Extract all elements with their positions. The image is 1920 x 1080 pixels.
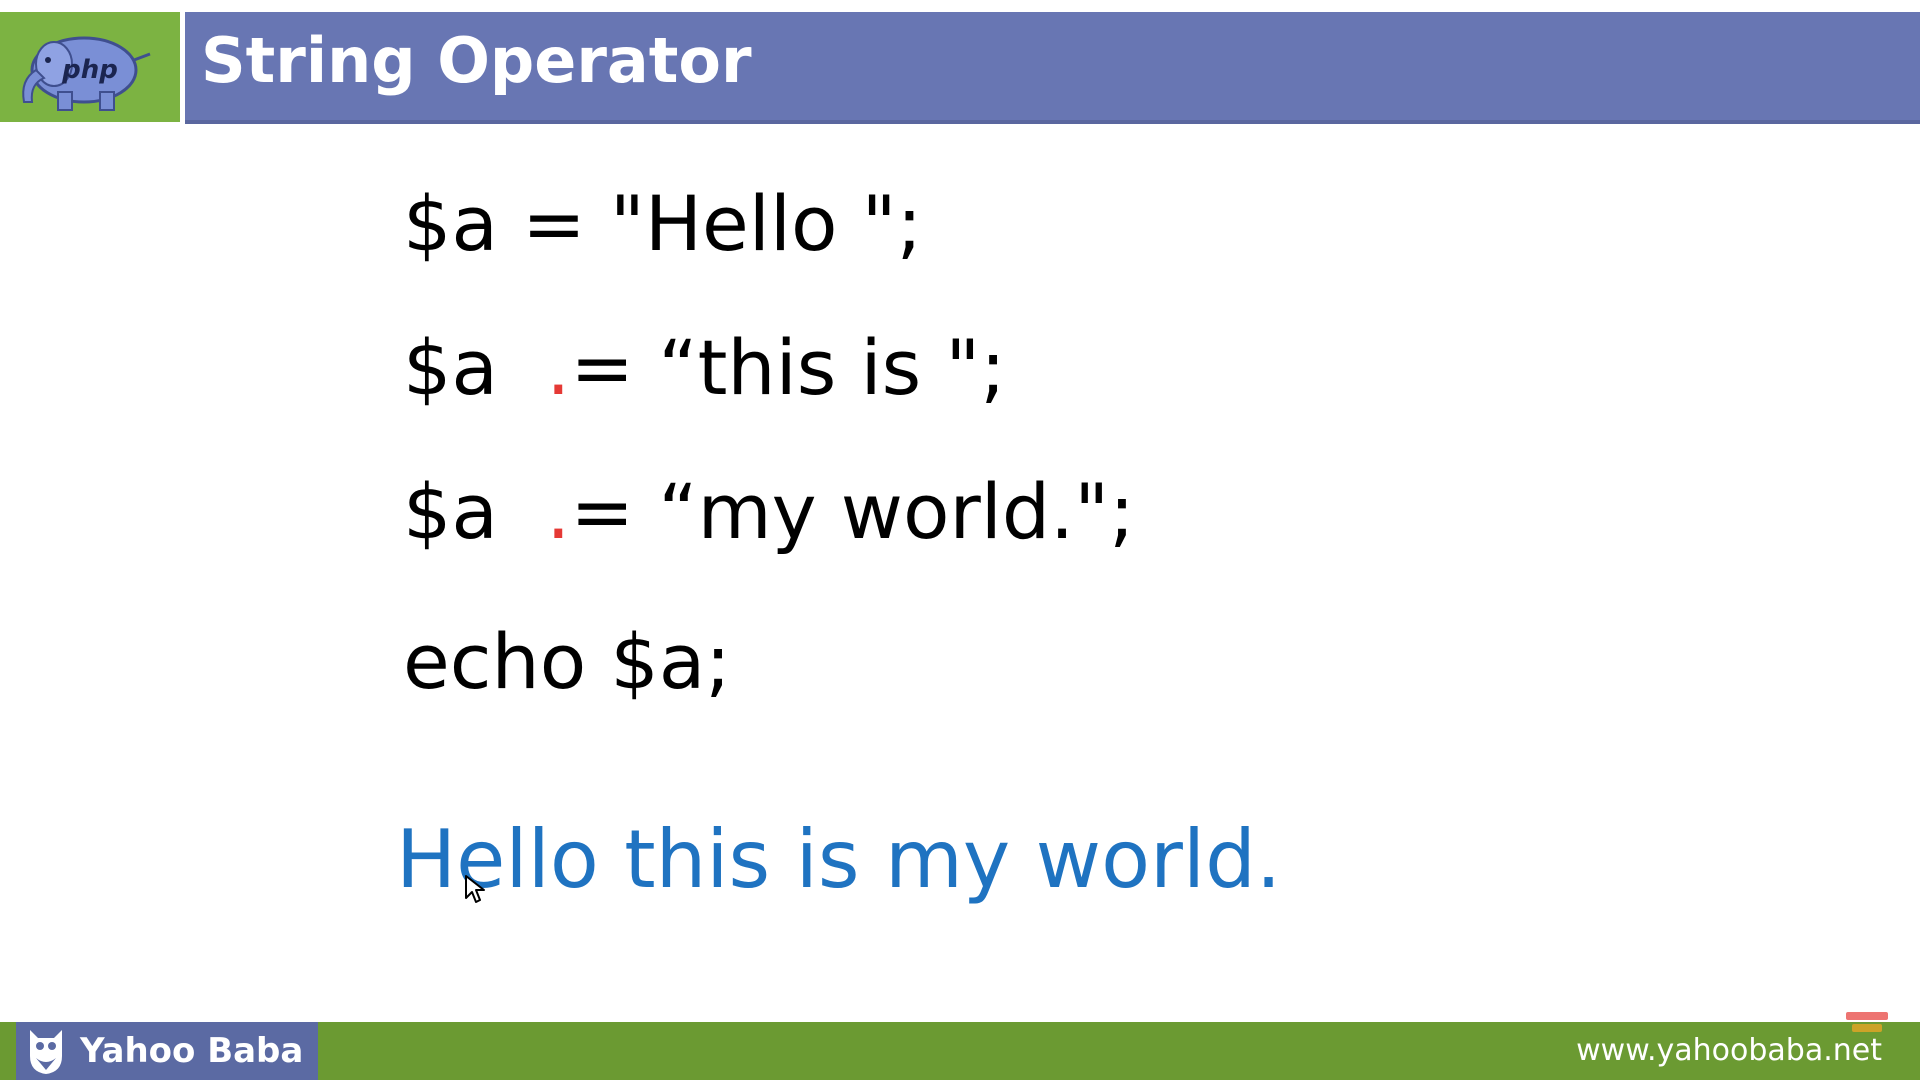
code-line-1: $a = "Hello "; [403,179,923,268]
php-elephant-icon: php [22,36,151,111]
concat-operator-dot: . [546,467,571,556]
mouse-pointer-icon [465,875,485,903]
concat-operator-dot: . [546,323,571,412]
website-url: www.yahoobaba.net [1576,1033,1882,1068]
code-line-4: echo $a; [403,617,731,706]
code-line-3-var: $a [403,467,547,556]
code-line-3: $a .= “my world."; [403,474,1135,550]
code-line-2-var: $a [403,323,547,412]
slide-footer: Yahoo Baba www.yahoobaba.net [0,1022,1920,1080]
slide-header: php String Operator [0,12,1920,124]
yahoo-baba-watermark-icon [1846,1012,1888,1032]
brand-name: Yahoo Baba [80,1031,304,1071]
brand-badge: Yahoo Baba [16,1022,318,1080]
php-logo: php [0,12,180,122]
page-title: String Operator [201,24,752,97]
owl-mascot-icon [30,1030,62,1074]
title-bar: String Operator [185,12,1920,124]
php-logo-text: php [61,55,118,85]
code-line-2-rest: = “this is "; [570,323,1006,412]
code-line-2: $a .= “this is "; [403,330,1006,406]
output-text: Hello this is my world. [396,813,1282,906]
code-line-3-rest: = “my world."; [570,467,1135,556]
